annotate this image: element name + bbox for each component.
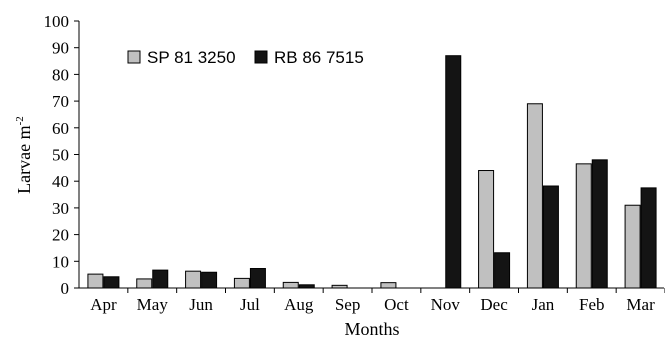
bar-sp-81-3250-aug — [282, 281, 299, 289]
y-axis-title: Larvae m-2 — [14, 116, 34, 194]
bar-rb-86-7515-nov — [445, 55, 462, 289]
bar-rb-86-7515-jul — [249, 268, 266, 289]
x-axis-ticks: Apr May Jun Jul Aug Sep Oct Nov Dec Jan Feb Mar — [90, 288, 665, 314]
x-tick-label: Jan — [532, 295, 555, 314]
legend-label-1: RB 86 7515 — [274, 48, 364, 67]
bar-sp-81-3250-jun — [185, 270, 202, 289]
y-tick-label: 90 — [52, 39, 69, 58]
bar-rb-86-7515-jun — [201, 271, 218, 289]
y-tick-label: 50 — [52, 146, 69, 165]
bar-rb-86-7515-feb — [591, 159, 608, 289]
bar-rb-86-7515-may — [152, 269, 169, 289]
bar-sp-81-3250-dec — [478, 170, 495, 289]
y-tick-label: 40 — [52, 172, 69, 191]
y-tick-label: 10 — [52, 252, 69, 271]
legend-swatch-1 — [254, 50, 268, 64]
bar-rb-86-7515-apr — [103, 276, 120, 289]
bar-sp-81-3250-jul — [233, 277, 250, 289]
bar-sp-81-3250-jan — [526, 103, 543, 289]
x-axis-title: Months — [344, 319, 399, 339]
bar-rb-86-7515-jan — [542, 185, 559, 289]
y-tick-label: 100 — [44, 12, 70, 31]
x-tick-label: Dec — [480, 295, 508, 314]
y-tick-label: 0 — [61, 279, 70, 298]
y-tick-label: 60 — [52, 119, 69, 138]
x-tick-label: Jul — [240, 295, 260, 314]
bar-sp-81-3250-feb — [575, 163, 592, 289]
bar-rb-86-7515-mar — [640, 187, 657, 289]
bar-sp-81-3250-mar — [624, 204, 641, 289]
bar-sp-81-3250-oct — [380, 282, 397, 289]
bar-sp-81-3250-apr — [87, 273, 104, 289]
x-tick-label: Sep — [335, 295, 361, 314]
x-tick-label: Feb — [579, 295, 605, 314]
x-tick-label: Oct — [384, 295, 409, 314]
legend-swatch-0 — [127, 50, 141, 64]
bars — [87, 55, 657, 289]
x-tick-label: Aug — [284, 295, 314, 314]
legend: SP 81 3250 RB 86 7515 — [127, 48, 364, 67]
y-tick-label: 20 — [52, 226, 69, 245]
bar-rb-86-7515-dec — [494, 252, 511, 289]
y-tick-label: 80 — [52, 65, 69, 84]
legend-label-0: SP 81 3250 — [147, 48, 236, 67]
x-tick-label: Apr — [90, 295, 117, 314]
bar-sp-81-3250-may — [136, 278, 153, 289]
y-tick-label: 30 — [52, 199, 69, 218]
x-tick-label: Mar — [626, 295, 655, 314]
x-tick-label: Nov — [431, 295, 461, 314]
y-tick-label: 70 — [52, 92, 69, 111]
x-tick-label: Jun — [189, 295, 213, 314]
y-axis-ticks: 0 10 20 30 40 50 60 70 80 90 100 — [44, 12, 79, 298]
x-tick-label: May — [137, 295, 169, 314]
